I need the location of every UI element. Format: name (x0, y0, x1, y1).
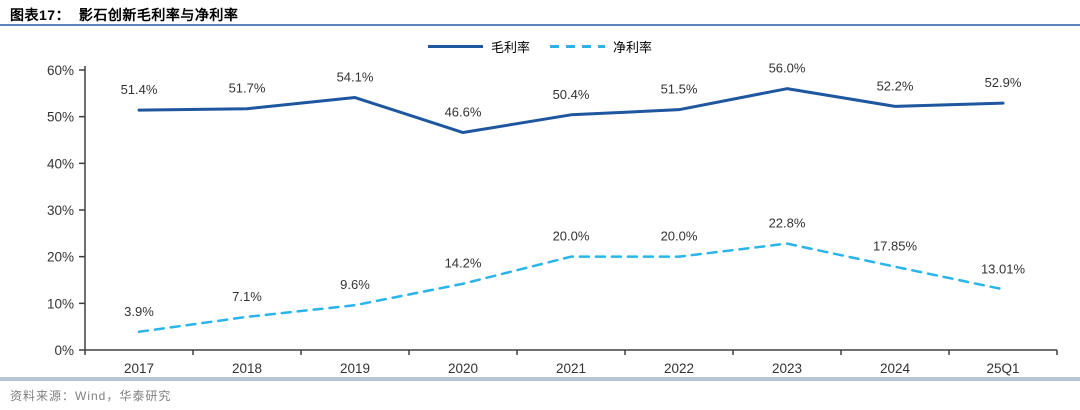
net-margin-data-label: 9.6% (340, 277, 370, 292)
net-margin-line (137, 242, 1005, 334)
y-tick-label: 60% (47, 63, 74, 78)
x-tick-label: 2021 (556, 361, 586, 376)
legend-label-net-margin: 净利率 (613, 39, 653, 55)
gross-margin-data-label: 52.2% (877, 78, 914, 93)
legend: 毛利率 净利率 (0, 37, 1080, 55)
net-margin-data-label: 20.0% (661, 229, 698, 244)
legend-item-gross-margin: 毛利率 (427, 37, 530, 56)
gross-margin-data-label: 51.4% (121, 82, 158, 97)
gross-margin-data-label: 50.4% (553, 87, 590, 102)
x-tick-label: 2020 (448, 361, 478, 376)
gross-margin-data-label: 54.1% (337, 70, 374, 85)
net-margin-data-label: 22.8% (769, 216, 806, 231)
legend-item-net-margin: 净利率 (550, 37, 652, 56)
line-chart: 0% 10% 20% 30% 40% 50% 60% 2017 2018 2019 2020 2021… (47, 61, 1058, 376)
x-tick-label: 2024 (880, 361, 911, 376)
x-tick-label: 2019 (340, 361, 370, 376)
x-tick-label: 2023 (772, 361, 802, 376)
gross-margin-swatch (427, 44, 483, 48)
legend-label-gross-margin: 毛利率 (490, 39, 530, 55)
gross-margin-data-label: 56.0% (769, 61, 806, 76)
net-margin-swatch (550, 44, 605, 48)
x-tick-label: 2017 (124, 361, 154, 376)
net-margin-data-label: 20.0% (553, 229, 590, 244)
net-margin-data-label: 17.85% (873, 239, 918, 254)
page-title: 图表17： 影石创新毛利率与净利率 (10, 7, 239, 23)
y-tick-label: 40% (47, 156, 74, 171)
net-margin-data-label: 7.1% (232, 289, 262, 304)
y-tick-label: 10% (47, 296, 74, 311)
x-tick-label: 2022 (664, 361, 694, 376)
net-margin-data-label: 14.2% (445, 256, 482, 271)
bottom-divider-bar (0, 377, 1080, 381)
gross-margin-data-label: 46.6% (445, 105, 482, 120)
y-tick-label: 20% (47, 250, 74, 265)
x-tick-label: 2018 (232, 361, 262, 376)
y-tick-label: 30% (47, 203, 74, 218)
source-note: 资料来源：Wind，华泰研究 (10, 389, 172, 403)
y-tick-label: 50% (47, 110, 74, 125)
title-rule (0, 24, 1080, 26)
net-margin-data-label: 13.01% (981, 261, 1026, 276)
x-tick-label: 25Q1 (986, 361, 1019, 376)
gross-margin-line (137, 87, 1005, 135)
net-margin-data-label: 3.9% (124, 304, 154, 319)
gross-margin-data-label: 51.7% (229, 81, 266, 96)
y-tick-label: 0% (54, 343, 74, 358)
gross-margin-data-label: 51.5% (661, 82, 698, 97)
gross-margin-data-label: 52.9% (985, 75, 1022, 90)
